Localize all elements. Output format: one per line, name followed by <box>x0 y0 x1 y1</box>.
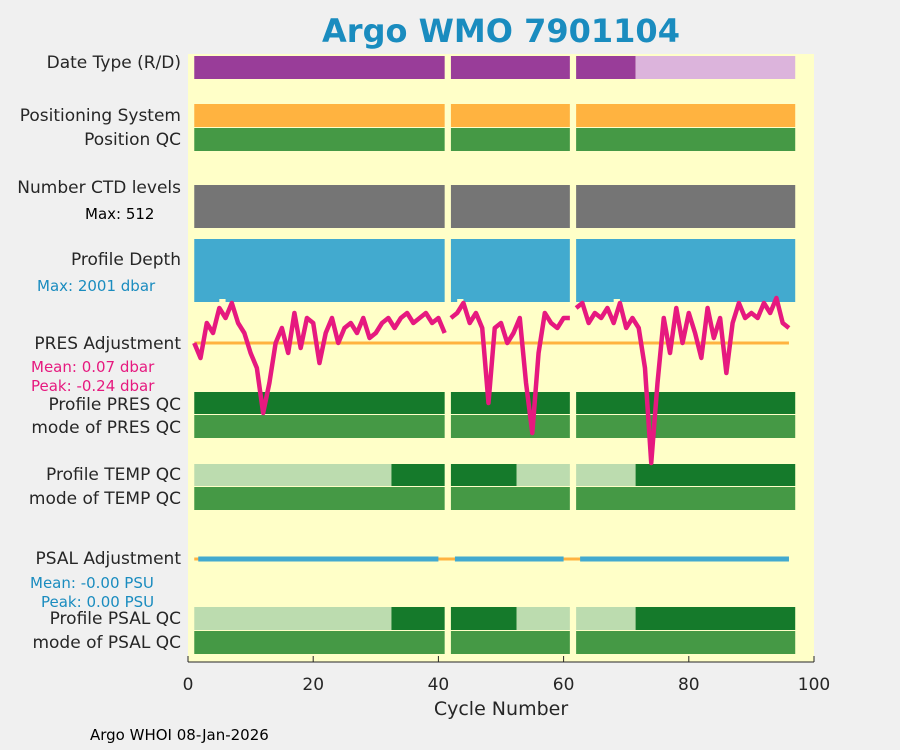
bar-position-qc <box>450 128 570 151</box>
bar-mode-temp-qc <box>194 487 445 510</box>
bar-mode-temp-qc <box>576 487 796 510</box>
psal-adj-mean: Mean: -0.00 PSU <box>30 574 154 592</box>
bar-profile-depth <box>450 239 570 302</box>
label-date-type: Date Type (R/D) <box>46 53 181 73</box>
bar-date-type <box>194 56 445 79</box>
bar-profile-temp-qc <box>450 464 517 486</box>
bar-profile-psal-qc <box>391 607 445 630</box>
bar-profile-psal-qc <box>450 607 517 630</box>
label-profile-temp-qc: Profile TEMP QC <box>46 465 181 485</box>
bar-mode-pres-qc <box>576 415 796 438</box>
bar-mode-psal-qc <box>194 631 445 654</box>
x-tick-label-100: 100 <box>798 675 830 695</box>
profile-depth-dip <box>457 299 464 302</box>
pres-adj-peak: Peak: -0.24 dbar <box>31 377 155 395</box>
bar-ctd-levels <box>194 185 445 228</box>
pres-adj-series-2 <box>574 295 791 466</box>
bar-position-qc <box>194 128 445 151</box>
bar-positioning <box>576 104 796 127</box>
bar-profile-psal-qc <box>576 607 636 630</box>
profile-depth-dip <box>613 299 620 302</box>
bar-profile-pres-qc <box>194 392 445 414</box>
label-profile-pres-qc: Profile PRES QC <box>48 395 181 415</box>
bar-mode-pres-qc <box>194 415 445 438</box>
label-profile-psal-qc: Profile PSAL QC <box>49 609 181 629</box>
label-ctd-levels: Number CTD levels <box>17 178 181 198</box>
x-tick-label-40: 40 <box>428 675 450 695</box>
chart-title: Argo WMO 7901104 <box>322 12 680 50</box>
label-position-qc: Position QC <box>84 130 181 150</box>
bar-mode-pres-qc <box>450 415 570 438</box>
psal-adj-peak: Peak: 0.00 PSU <box>41 593 155 611</box>
bar-profile-temp-qc <box>391 464 445 486</box>
bar-position-qc <box>576 128 796 151</box>
bar-mode-psal-qc <box>576 631 796 654</box>
bar-profile-depth <box>194 239 445 302</box>
label-positioning-system: Positioning System <box>19 106 181 126</box>
pres-adj-series-0 <box>192 300 447 416</box>
profile-depth-dip <box>219 299 226 302</box>
label-mode-pres-qc: mode of PRES QC <box>31 418 181 438</box>
footer-text: Argo WHOI 08-Jan-2026 <box>90 726 269 744</box>
bar-profile-pres-qc <box>450 392 570 414</box>
bar-mode-psal-qc <box>450 631 570 654</box>
bar-profile-psal-qc <box>194 607 392 630</box>
bar-profile-psal-qc <box>635 607 796 630</box>
x-tick-label-80: 80 <box>678 675 700 695</box>
label-mode-psal-qc: mode of PSAL QC <box>32 633 181 653</box>
x-axis-label: Cycle Number <box>433 698 569 720</box>
bar-date-type <box>576 56 636 79</box>
bar-date-type <box>635 56 796 79</box>
bar-profile-temp-qc <box>516 464 570 486</box>
bar-profile-psal-qc <box>516 607 570 630</box>
bar-ctd-levels <box>450 185 570 228</box>
bar-positioning <box>194 104 445 127</box>
bar-profile-temp-qc <box>194 464 392 486</box>
bar-ctd-levels <box>576 185 796 228</box>
ctd-max-note: Max: 512 <box>85 205 155 223</box>
bar-mode-temp-qc <box>450 487 570 510</box>
x-tick-label-20: 20 <box>302 675 324 695</box>
depth-max-note: Max: 2001 dbar <box>37 277 156 295</box>
bar-profile-temp-qc <box>576 464 636 486</box>
label-pres-adjustment: PRES Adjustment <box>34 334 181 354</box>
label-mode-temp-qc: mode of TEMP QC <box>28 489 181 509</box>
label-profile-depth: Profile Depth <box>70 250 181 270</box>
pres-adj-series-1 <box>449 300 570 436</box>
bar-profile-temp-qc <box>635 464 796 486</box>
label-psal-adjustment: PSAL Adjustment <box>35 549 181 569</box>
x-tick-label-60: 60 <box>553 675 575 695</box>
bar-profile-pres-qc <box>576 392 796 414</box>
bar-positioning <box>450 104 570 127</box>
bar-date-type <box>450 56 570 79</box>
bar-profile-depth <box>576 239 796 302</box>
x-tick-label-0: 0 <box>183 675 194 695</box>
pres-adj-mean: Mean: 0.07 dbar <box>31 358 155 376</box>
